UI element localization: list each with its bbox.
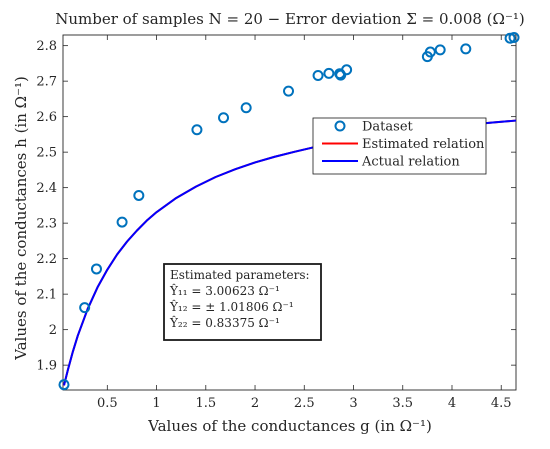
- y-tick-label: 2: [49, 323, 57, 338]
- data-point: [240, 102, 252, 114]
- x-axis-label: Values of the conductances g (in Ω⁻¹): [147, 417, 432, 435]
- y-tick-label: 2.4: [36, 181, 57, 196]
- x-tick-label: 1: [152, 396, 160, 411]
- y-tick-label: 2.1: [36, 288, 57, 303]
- parameters-annotation: Estimated parameters: Ŷ₁₁ = 3.00623 Ω⁻¹ …: [163, 263, 322, 341]
- parameters-box: [163, 263, 322, 341]
- legend-label-actual: Actual relation: [361, 155, 460, 170]
- data-point: [90, 263, 102, 275]
- legend-label-dataset: Dataset: [362, 120, 414, 135]
- x-axis: 0.5 1 1.5 2 2.5 3 3.5 4 4.5: [97, 35, 512, 411]
- parameter-y12: Ŷ₁₂ = ± 1.01806 Ω⁻¹: [169, 299, 294, 314]
- y-tick-label: 2.5: [36, 146, 57, 161]
- data-point: [133, 189, 145, 201]
- data-point: [508, 31, 520, 43]
- data-point: [283, 85, 295, 97]
- y-tick-label: 2.3: [36, 217, 57, 232]
- y-tick-label: 2.8: [36, 39, 57, 54]
- y-tick-label: 2.7: [36, 75, 57, 90]
- plot-area: 0.5 1 1.5 2 2.5 3 3.5 4 4.5 1.9 2 2.1 2.2 2.3 2.4 2.5 2…: [36, 31, 520, 411]
- x-tick-label: 4: [448, 396, 456, 411]
- data-point: [58, 379, 70, 391]
- parameters-heading: Estimated parameters:: [170, 268, 310, 282]
- x-tick-label: 2: [251, 396, 259, 411]
- legend-marker-dataset: [334, 120, 346, 132]
- x-tick-label: 3.5: [392, 396, 413, 411]
- data-point: [424, 46, 436, 58]
- legend-box: [312, 117, 487, 175]
- y-axis: 1.9 2 2.1 2.2 2.3 2.4 2.5 2.6 2.7 2.8: [36, 39, 516, 374]
- legend-label-estimated: Estimated relation: [362, 137, 485, 152]
- data-point: [218, 112, 230, 124]
- legend: Dataset Estimated relation Actual relati…: [312, 117, 487, 175]
- data-point: [191, 124, 203, 136]
- data-point: [434, 44, 446, 56]
- plot-frame: [62, 34, 517, 391]
- y-tick-label: 2.2: [36, 252, 57, 267]
- data-point: [335, 69, 347, 81]
- y-axis-label: Values of the conductances h (in Ω⁻¹): [12, 76, 30, 361]
- series-markers: [58, 31, 520, 391]
- x-tick-label: 4.5: [491, 396, 512, 411]
- parameter-y22: Ŷ₂₂ = 0.83375 Ω⁻¹: [169, 315, 280, 330]
- x-tick-label: 2.5: [294, 396, 315, 411]
- parameter-y11: Ŷ₁₁ = 3.00623 Ω⁻¹: [169, 283, 280, 298]
- data-point: [116, 216, 128, 228]
- data-point: [323, 67, 335, 79]
- chart-title: Number of samples N = 20 − Error deviati…: [55, 10, 525, 28]
- data-point: [312, 69, 324, 81]
- x-tick-label: 0.5: [97, 396, 118, 411]
- y-tick-label: 2.6: [36, 110, 57, 125]
- x-tick-label: 3: [349, 396, 357, 411]
- x-tick-label: 1.5: [195, 396, 216, 411]
- data-point: [460, 43, 472, 55]
- data-point: [79, 302, 91, 314]
- y-tick-label: 1.9: [36, 359, 57, 374]
- data-point: [341, 64, 353, 76]
